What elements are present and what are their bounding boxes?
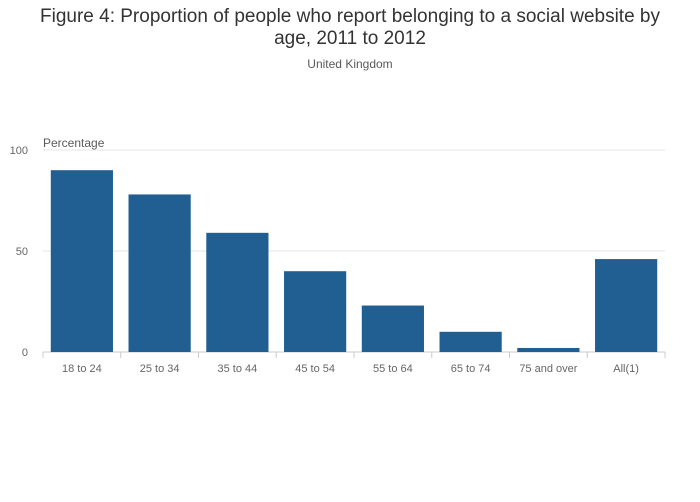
chart-title-line-2: age, 2011 to 2012: [274, 28, 426, 49]
bar-2: [206, 232, 269, 352]
x-tick-label-7: All(1): [613, 363, 639, 375]
y-tick-label-100: 100: [10, 145, 28, 157]
bar-1: [128, 194, 191, 352]
bar-7: [595, 259, 658, 352]
chart-title: Figure 4: Proportion of people who repor…: [0, 6, 700, 50]
x-tick-label-6: 75 and over: [519, 363, 577, 375]
x-tick-label-0: 18 to 24: [62, 363, 102, 375]
y-tick-label-0: 0: [22, 347, 28, 359]
x-tick-label-5: 65 to 74: [451, 363, 491, 375]
y-tick-label-50: 50: [16, 246, 28, 258]
x-tick-label-2: 35 to 44: [217, 363, 257, 375]
x-tick-label-4: 55 to 64: [373, 363, 413, 375]
bar-3: [284, 271, 347, 352]
x-tick-label-3: 45 to 54: [295, 363, 335, 375]
chart-title-line-1: Figure 4: Proportion of people who repor…: [40, 6, 660, 27]
bar-5: [439, 331, 502, 352]
bar-6: [517, 347, 580, 352]
bar-0: [50, 170, 113, 352]
chart-subtitle: United Kingdom: [307, 57, 393, 71]
y-axis-label: Percentage: [43, 136, 105, 150]
bar-4: [361, 305, 424, 352]
x-tick-label-1: 25 to 34: [140, 363, 180, 375]
